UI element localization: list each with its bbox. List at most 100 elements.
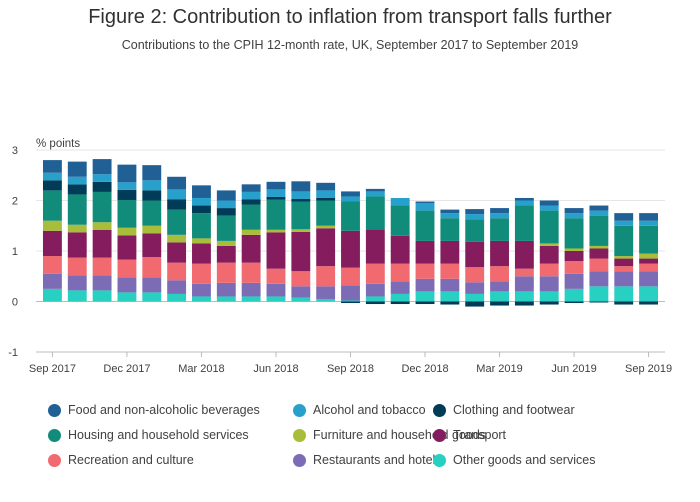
bar-segment: [266, 283, 286, 297]
legend-swatch: [48, 454, 61, 467]
y-tick-label: 1: [12, 246, 18, 258]
bar-segment: [117, 235, 137, 260]
y-tick-label: -1: [8, 347, 18, 359]
bar-segment: [539, 245, 559, 264]
bar-segment: [614, 256, 634, 259]
bar-segment: [514, 200, 534, 206]
legend-label: Clothing and footwear: [453, 403, 575, 417]
legend-label: Housing and household services: [68, 428, 249, 442]
bar-segment: [490, 240, 509, 267]
bar-segment: [42, 230, 62, 257]
bar-segment: [192, 238, 211, 244]
bar-segment: [365, 296, 385, 302]
bar-segment: [167, 280, 187, 294]
legend-label: Transport: [453, 428, 507, 442]
bar-segment: [42, 190, 62, 221]
bar-segment: [514, 276, 534, 292]
bar-segment: [539, 243, 559, 246]
bar-segment: [390, 205, 410, 236]
bar-segment: [216, 200, 236, 209]
bar-segment: [241, 204, 261, 230]
bar-segment: [415, 263, 435, 279]
bar-segment: [490, 266, 509, 282]
bar-segment: [539, 276, 559, 292]
bar-segment: [490, 213, 509, 219]
bar-segment: [440, 218, 460, 241]
bar-segment: [117, 182, 137, 190]
bar-segment: [390, 197, 410, 206]
bar-segment: [614, 225, 634, 257]
bar-segment: [365, 229, 385, 264]
bar-segment: [390, 301, 410, 305]
bar-segment: [92, 181, 112, 192]
bar-segment: [142, 233, 162, 258]
bar-segment: [589, 286, 609, 302]
bar-segment: [67, 232, 87, 258]
bar-segment: [415, 210, 435, 241]
bar-segment: [316, 266, 336, 287]
bar-segment: [241, 234, 261, 263]
bar-segment: [639, 286, 659, 302]
bar-segment: [117, 199, 137, 228]
bar-segment: [490, 281, 509, 292]
bar-segment: [365, 283, 385, 297]
chart-axes: -1 0 1 2 3 Sep 2017 Dec 2017 Mar 2018 Jun 2018 Se…: [8, 145, 672, 375]
bar-segment: [42, 180, 62, 191]
bar-segment: [490, 301, 509, 306]
bar-segment: [341, 196, 360, 202]
bar-segment: [440, 278, 460, 292]
bar-segment: [639, 301, 659, 304]
bar-segment: [539, 263, 559, 277]
bar-segment: [67, 161, 87, 177]
bar-segment: [415, 301, 435, 305]
bar-segment: [167, 199, 187, 210]
legend-swatch: [48, 429, 61, 442]
bar-segment: [589, 258, 609, 272]
bar-segment: [266, 229, 286, 233]
bar-segment: [92, 275, 112, 291]
bar-segment: [564, 208, 584, 214]
bar-segment: [589, 248, 609, 259]
bar-segment: [390, 281, 410, 294]
bar-segment: [67, 176, 87, 185]
bar-segment: [490, 291, 509, 302]
bar-segment: [390, 263, 410, 282]
bar-segment: [67, 290, 87, 302]
bar-segment: [490, 218, 509, 241]
bar-segment: [514, 197, 534, 201]
bar-segment: [639, 263, 659, 272]
bar-segment: [42, 172, 62, 181]
bar-segment: [341, 230, 360, 268]
bar-segment: [341, 191, 360, 197]
bar-segment: [241, 262, 261, 283]
bar-segment: [465, 293, 485, 302]
bar-segment: [316, 190, 336, 198]
bar-segment: [564, 261, 584, 274]
bar-segment: [216, 215, 236, 241]
bar-segment: [539, 291, 559, 302]
legend-swatch: [433, 454, 446, 467]
bar-segment: [266, 296, 286, 302]
bar-segment: [341, 300, 360, 302]
bar-segment: [365, 301, 385, 305]
bar-segment: [415, 278, 435, 292]
bar-segment: [564, 273, 584, 289]
bar-segment: [341, 201, 360, 231]
bar-segment: [341, 267, 360, 286]
bar-segment: [192, 185, 211, 198]
bar-segment: [266, 189, 286, 197]
bar-segment: [266, 196, 286, 200]
bar-segment: [192, 283, 211, 297]
bar-segment: [167, 189, 187, 200]
bar-segment: [639, 258, 659, 264]
bar-segment: [291, 231, 311, 272]
bar-segment: [316, 298, 336, 302]
bar-segment: [67, 184, 87, 195]
bar-segment: [539, 210, 559, 244]
bar-segment: [589, 210, 609, 216]
bar-segment: [390, 293, 410, 302]
bar-segment: [316, 182, 336, 191]
bar-segment: [614, 271, 634, 287]
bar-segment: [291, 201, 311, 230]
bar-segment: [216, 208, 236, 216]
